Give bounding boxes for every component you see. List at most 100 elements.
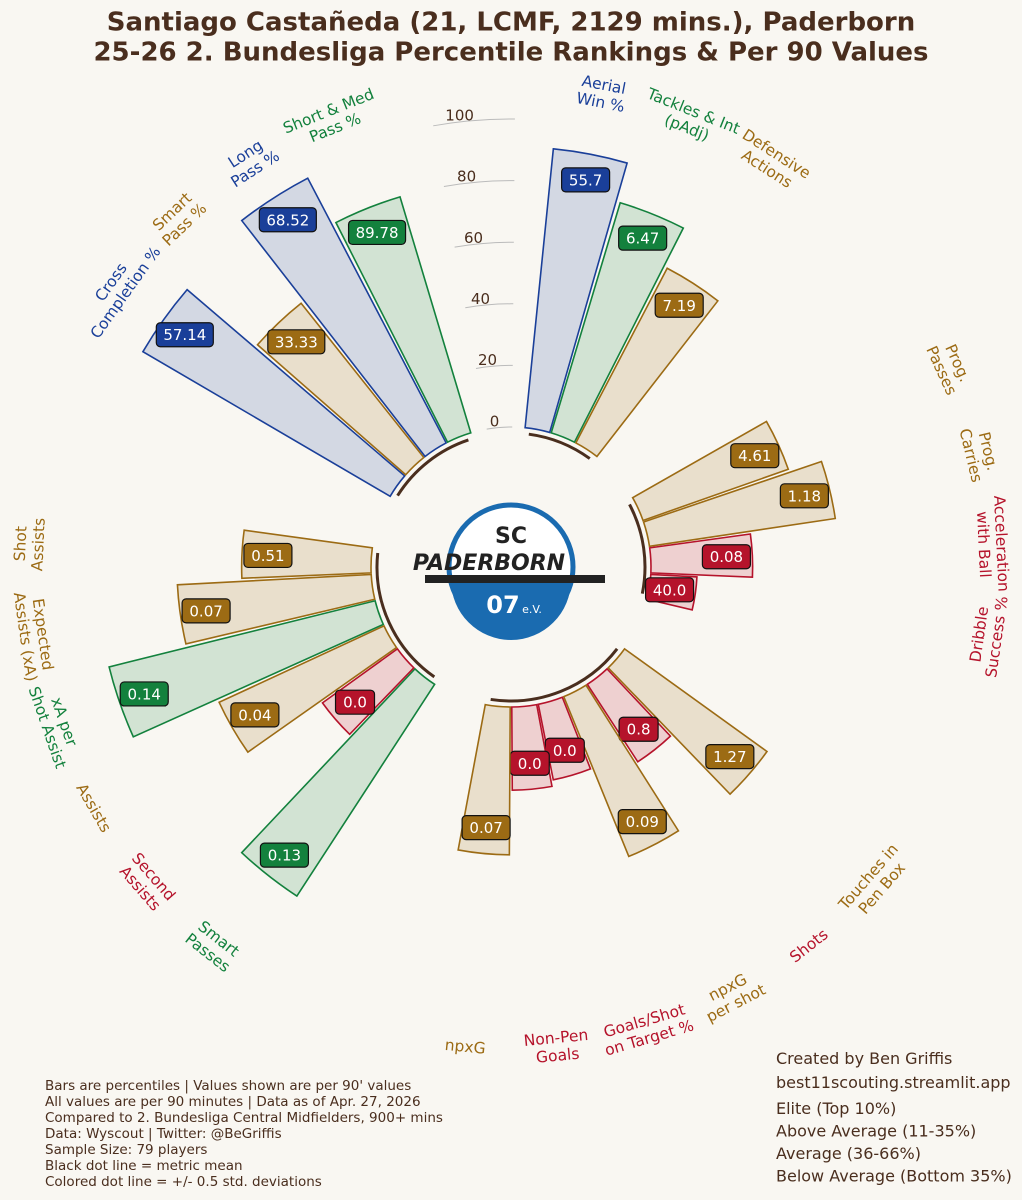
note: All values are per 90 minutes | Data as … [45, 1094, 421, 1110]
logo: SC PADERBORN 07 e.V. [413, 502, 605, 640]
value-label: 7.19 [663, 297, 696, 315]
grid-arc [465, 303, 514, 309]
value-label: 0.0 [518, 755, 542, 773]
credit: best11scouting.streamlit.app [776, 1073, 1011, 1092]
value-box [119, 681, 169, 707]
bar [524, 147, 629, 434]
value-label: 68.52 [266, 211, 309, 229]
grid-arc [454, 241, 514, 248]
value-box [181, 598, 231, 624]
value-box [618, 225, 668, 251]
value-box [701, 544, 751, 570]
group-arc [375, 552, 436, 679]
category-label: Prog.Carries [956, 422, 1004, 484]
r-tick-label: 0 [490, 412, 500, 430]
logo-suffix: e.V. [522, 603, 542, 616]
category-label: Short & MedPass % [280, 85, 383, 154]
value-label: 89.78 [356, 224, 399, 242]
group-arc [628, 503, 647, 594]
logo-bar [425, 575, 605, 583]
note: Data: Wyscout | Twitter: @BeGriffis [45, 1126, 282, 1142]
bar [176, 573, 376, 645]
value-box [155, 322, 214, 348]
value-box [243, 542, 293, 569]
category-label: SmartPasses [182, 915, 245, 975]
value-label: 0.0 [553, 742, 577, 760]
value-label: 40.0 [653, 581, 686, 599]
value-box [779, 483, 829, 509]
value-box [730, 443, 780, 469]
category-label: Touches inPen Box [834, 840, 915, 926]
value-box [461, 815, 511, 841]
logo-blue [451, 580, 571, 640]
category-label: CrossCompletion % [72, 233, 164, 342]
logo-top: SC [495, 524, 527, 549]
bar [108, 599, 385, 738]
value-label: 0.51 [251, 547, 284, 565]
value-label: 1.27 [713, 748, 746, 766]
grid-arc [433, 118, 515, 127]
legend-entry: Average (36-66%) [776, 1144, 921, 1163]
grid-arc [475, 364, 513, 369]
value-label: 57.14 [163, 326, 206, 344]
value-box [561, 167, 611, 193]
value-label: 0.07 [189, 602, 222, 620]
value-box [617, 809, 667, 835]
grid-arc [486, 426, 513, 430]
category-label: xA perShot Assist [25, 678, 87, 770]
value-label: 0.13 [268, 847, 301, 865]
category-label: ShotAssists [10, 517, 48, 572]
category-label: Tackles & Int(pAdj) [637, 84, 742, 154]
value-box [230, 702, 280, 728]
group-arc [528, 432, 591, 460]
category-label: npxGper shot [695, 964, 768, 1025]
chart-subtitle: 25-26 2. Bundesliga Percentile Rankings … [93, 38, 928, 68]
note: Bars are percentiles | Values shown are … [45, 1078, 411, 1094]
category-label: SecondAssists [115, 849, 179, 916]
category-label: Accelerationwith Ball [973, 495, 1013, 593]
value-label: 0.8 [627, 721, 651, 739]
logo-bottom: 07 [486, 591, 519, 619]
value-box [705, 744, 755, 770]
value-box [347, 219, 407, 246]
group-arc [490, 647, 619, 703]
category-label: DribbleSuccess % [964, 592, 1011, 678]
value-label: 1.18 [788, 487, 821, 505]
note: Colored dot line = +/- 0.5 std. deviatio… [45, 1174, 322, 1190]
note: Black dot line = metric mean [45, 1158, 243, 1174]
category-label: Non-PenGoals [523, 1025, 591, 1067]
category-label: ExpectedAssists (xA) [10, 588, 58, 682]
value-box [618, 716, 659, 742]
category-label: Prog.Passes [923, 336, 977, 398]
category-label: LongPass % [218, 131, 283, 190]
category-label: Goals/Shoton Target % [598, 999, 696, 1059]
value-label: 0.04 [238, 706, 271, 724]
bar [240, 177, 448, 458]
legend-entry: Above Average (11-35%) [776, 1122, 976, 1141]
category-label: DefensiveActions [730, 125, 814, 197]
value-box [654, 292, 704, 318]
value-box [258, 207, 317, 233]
value-label: 33.33 [275, 333, 318, 351]
group-arc [396, 438, 469, 497]
category-label: npxG [444, 1035, 486, 1057]
value-label: 0.14 [128, 685, 161, 703]
legend-entry: Below Average (Bottom 35%) [776, 1167, 1012, 1186]
value-box [334, 689, 376, 715]
r-tick-label: 100 [445, 106, 474, 124]
value-label: 0.0 [343, 694, 367, 712]
category-label: Assists [73, 780, 115, 835]
value-label: 0.07 [469, 819, 502, 837]
note: Sample Size: 79 players [45, 1142, 207, 1158]
r-tick-label: 80 [457, 168, 476, 186]
value-label: 0.08 [710, 548, 743, 566]
chart-title: Santiago Castañeda (21, LCMF, 2129 mins.… [107, 8, 916, 38]
bar [334, 195, 472, 444]
value-box [644, 577, 695, 603]
value-label: 6.47 [626, 230, 659, 248]
value-box [259, 842, 310, 868]
credit: Created by Ben Griffis [776, 1049, 952, 1068]
value-box [267, 329, 326, 355]
legend-entry: Elite (Top 10%) [776, 1099, 896, 1118]
